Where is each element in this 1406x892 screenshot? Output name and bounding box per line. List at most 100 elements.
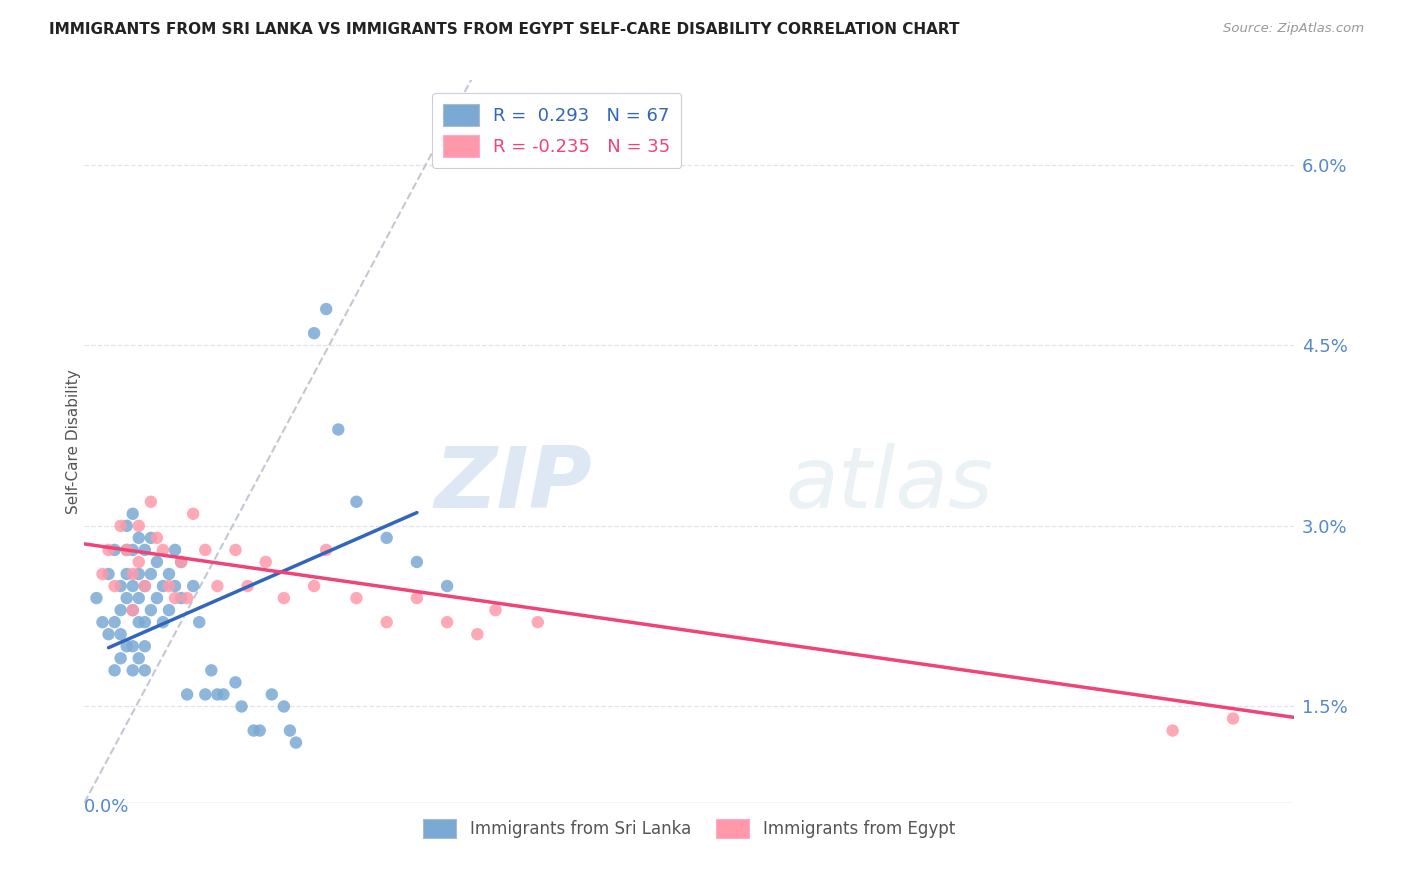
Point (91, 567, 114, 582)
Point (152, 542, 174, 557)
Point (97, 542, 120, 557)
Point (157, 567, 180, 582)
Point (436, 579, 458, 593)
Point (278, 723, 301, 738)
Point (115, 639, 138, 653)
Point (110, 519, 132, 533)
Point (188, 615, 211, 630)
Point (134, 542, 156, 557)
Point (1161, 723, 1184, 738)
Point (128, 615, 150, 630)
Point (97, 627, 120, 641)
Point (115, 591, 138, 606)
Point (110, 651, 132, 665)
Point (146, 531, 169, 545)
Point (121, 664, 143, 678)
Point (152, 579, 174, 593)
Point (115, 519, 138, 533)
Point (467, 627, 489, 641)
Point (121, 507, 143, 521)
Point (273, 591, 295, 606)
Point (110, 579, 132, 593)
Point (436, 615, 458, 630)
Text: IMMIGRANTS FROM SRI LANKA VS IMMIGRANTS FROM EGYPT SELF-CARE DISABILITY CORRELAT: IMMIGRANTS FROM SRI LANKA VS IMMIGRANTS … (49, 22, 960, 37)
Point (406, 591, 429, 606)
Point (302, 326, 325, 341)
Point (273, 699, 295, 714)
Point (115, 567, 138, 582)
Point (170, 591, 193, 606)
Point (128, 555, 150, 569)
Point (134, 664, 156, 678)
Point (121, 567, 143, 582)
Point (346, 494, 368, 508)
Point (104, 615, 127, 630)
Point (165, 542, 187, 557)
Point (242, 723, 264, 738)
Y-axis label: Self-Care Disability: Self-Care Disability (66, 369, 80, 514)
Point (194, 687, 217, 701)
Point (207, 687, 229, 701)
Point (260, 687, 283, 701)
Point (139, 567, 162, 582)
Point (139, 531, 162, 545)
Point (139, 494, 162, 508)
Point (194, 542, 217, 557)
Legend: Immigrants from Sri Lanka, Immigrants from Egypt: Immigrants from Sri Lanka, Immigrants fr… (416, 813, 962, 845)
Point (231, 699, 253, 714)
Point (146, 555, 169, 569)
Point (1222, 712, 1244, 726)
Point (152, 615, 174, 630)
Point (146, 591, 169, 606)
Point (170, 555, 193, 569)
Point (128, 651, 150, 665)
Point (328, 423, 350, 437)
Point (134, 579, 156, 593)
Point (176, 687, 198, 701)
Point (134, 639, 156, 653)
Point (302, 579, 325, 593)
Point (165, 591, 187, 606)
Point (121, 542, 143, 557)
Text: ZIP: ZIP (434, 443, 592, 526)
Point (91, 615, 114, 630)
Point (134, 579, 156, 593)
Point (484, 603, 506, 617)
Point (207, 579, 229, 593)
Point (212, 687, 235, 701)
Point (121, 603, 143, 617)
Point (315, 542, 337, 557)
Point (121, 639, 143, 653)
Point (110, 603, 132, 617)
Point (225, 675, 247, 690)
Point (97, 567, 120, 582)
Point (225, 542, 247, 557)
Point (170, 555, 193, 569)
Point (121, 603, 143, 617)
Point (254, 555, 277, 569)
Point (128, 519, 150, 533)
Point (176, 591, 198, 606)
Point (406, 555, 429, 569)
Point (236, 579, 259, 593)
Point (139, 603, 162, 617)
Text: Source: ZipAtlas.com: Source: ZipAtlas.com (1223, 22, 1364, 36)
Point (249, 723, 271, 738)
Text: 0.0%: 0.0% (84, 797, 129, 816)
Point (527, 615, 550, 630)
Point (157, 579, 180, 593)
Text: atlas: atlas (786, 443, 994, 526)
Point (200, 664, 222, 678)
Point (181, 579, 204, 593)
Point (110, 627, 132, 641)
Point (157, 603, 180, 617)
Point (165, 579, 187, 593)
Point (115, 542, 138, 557)
Point (181, 507, 204, 521)
Point (375, 615, 398, 630)
Point (104, 542, 127, 557)
Point (128, 591, 150, 606)
Point (128, 567, 150, 582)
Point (86, 591, 108, 606)
Point (346, 591, 368, 606)
